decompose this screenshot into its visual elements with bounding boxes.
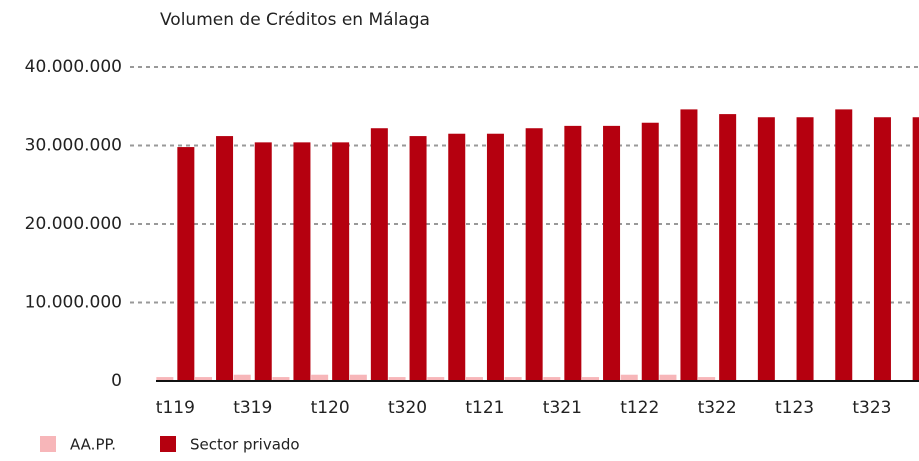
chart-title: Volumen de Créditos en Málaga <box>160 10 430 30</box>
bar <box>504 377 522 381</box>
bar <box>272 377 290 381</box>
bar <box>427 377 445 381</box>
x-tick-label: t119 <box>156 398 195 418</box>
bar <box>796 117 814 382</box>
bar <box>680 109 698 381</box>
legend-swatch <box>40 436 56 452</box>
bar <box>486 133 504 381</box>
bar <box>582 377 600 381</box>
x-tick-label: t121 <box>465 398 504 418</box>
x-tick-label: t120 <box>311 398 350 418</box>
bar <box>195 377 213 381</box>
bar <box>698 377 716 381</box>
y-tick-label: 10.000.000 <box>25 293 122 313</box>
bar <box>641 122 659 382</box>
legend-swatch <box>160 436 176 452</box>
bar <box>156 377 174 381</box>
bar <box>293 142 311 381</box>
bar <box>388 377 406 381</box>
bar <box>332 142 350 381</box>
x-tick-label: t323 <box>852 398 891 418</box>
bar <box>177 147 195 381</box>
x-tick-label: t123 <box>775 398 814 418</box>
bar <box>254 142 272 381</box>
bar <box>543 377 561 381</box>
bar <box>311 374 329 381</box>
legend-label: Sector privado <box>190 436 300 454</box>
bar <box>370 128 388 381</box>
legend-label: AA.PP. <box>70 436 116 454</box>
bar <box>620 374 638 381</box>
bar <box>409 136 427 381</box>
x-tick-label: t322 <box>698 398 737 418</box>
bar <box>719 114 737 381</box>
bar <box>216 136 234 381</box>
x-tick-label: t321 <box>543 398 582 418</box>
bar <box>465 377 483 381</box>
bar <box>659 374 677 381</box>
bar <box>873 117 891 382</box>
x-tick-label: t122 <box>620 398 659 418</box>
y-tick-label: 0 <box>111 371 122 391</box>
y-tick-label: 40.000.000 <box>25 57 122 77</box>
bar <box>564 125 582 381</box>
x-tick-label: t320 <box>388 398 427 418</box>
x-tick-label: t319 <box>233 398 272 418</box>
bar <box>525 128 543 381</box>
bar <box>603 125 621 381</box>
bar <box>448 133 466 381</box>
y-tick-label: 30.000.000 <box>25 136 122 156</box>
bar <box>349 374 367 381</box>
y-tick-label: 20.000.000 <box>25 214 122 234</box>
bar <box>835 109 853 381</box>
bar <box>233 374 251 381</box>
bar <box>757 117 775 382</box>
bar <box>912 117 919 382</box>
